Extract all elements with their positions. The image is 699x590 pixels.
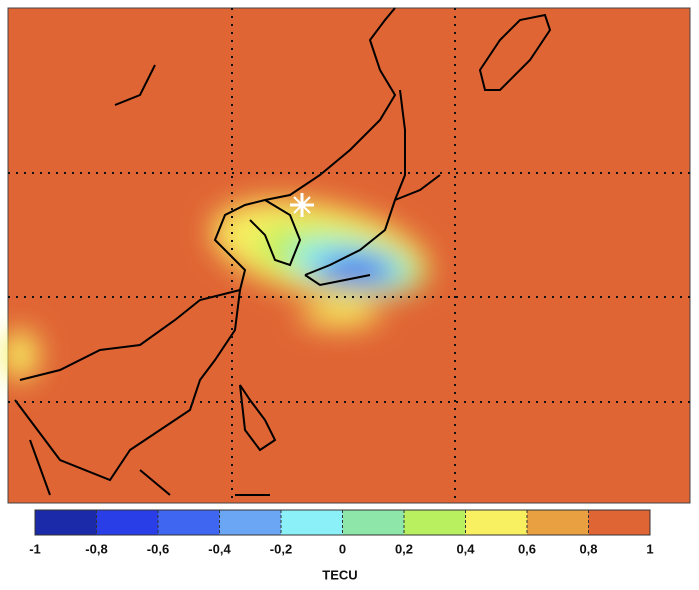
colorbar-bin (96, 510, 159, 535)
colorbar-tick-label: 1 (646, 541, 653, 556)
colorbar-bin (404, 510, 466, 535)
colorbar-bin (465, 510, 528, 535)
colorbar-tick-label: 0,6 (518, 541, 536, 556)
colorbar-tick-label: -1 (29, 541, 41, 556)
colorbar-bin (342, 510, 405, 535)
coastlines (14, 7, 552, 496)
colorbar-tick-label: -0,4 (208, 541, 231, 556)
colorbar-bin (158, 510, 220, 535)
colorbar-bin (35, 510, 97, 535)
epicenter-star (290, 193, 314, 217)
colorbar-tick-label: 0,2 (395, 541, 413, 556)
colorbar-bin (281, 510, 343, 535)
colorbar-tick-label: 0,4 (456, 541, 475, 556)
colorbar-bin (588, 510, 651, 535)
map (2, 7, 691, 504)
colorbar: -1 -0,8 -0,6 -0,4 -0,2 0 0,2 0,4 0,6 0,8 1 (29, 509, 654, 556)
colorbar-label: TECU (322, 567, 357, 582)
colorbar-tick-label: -0,8 (85, 541, 107, 556)
colorbar-tick-label: 0,8 (579, 541, 597, 556)
colorbar-tick-label: -0,6 (147, 541, 169, 556)
colorbar-bin (219, 510, 282, 535)
graticule (8, 8, 690, 503)
colorbar-tick-label: 0 (339, 541, 346, 556)
colorbar-bin (527, 510, 589, 535)
colorbar-tick-label: -0,2 (270, 541, 292, 556)
